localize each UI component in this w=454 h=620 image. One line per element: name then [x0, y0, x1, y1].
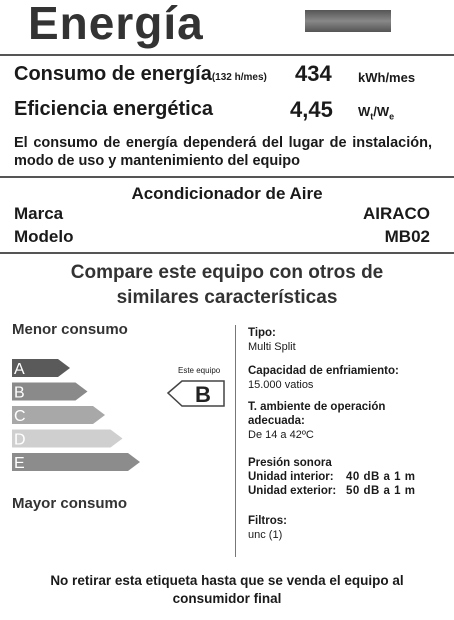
class-letter: C — [14, 408, 26, 425]
spec: Tipo: Multi Split — [248, 326, 438, 354]
efficiency-label: Eficiencia energética — [14, 98, 213, 120]
brand-label: Marca — [14, 204, 64, 223]
consumption-unit: kWh/mes — [358, 70, 416, 85]
spec-value: unc (1) — [248, 529, 283, 541]
class-arrow — [12, 406, 105, 424]
spec-row: Unidad interior: 40 dB a 1 m — [248, 470, 438, 484]
product: Acondicionador de Aire — [131, 184, 323, 203]
spec-label: T. ambiente de operación adecuada: — [248, 401, 386, 427]
unit-sub: t — [370, 111, 374, 122]
title: Energía — [28, 0, 204, 49]
footer: No retirar esta etiqueta hasta que se ve… — [50, 573, 404, 606]
spec: Presión sonora Unidad interior: 40 dB a 1 … — [248, 456, 438, 498]
spec: Capacidad de enfriamiento: 15.000 vatios — [248, 364, 438, 392]
class-letter: E — [14, 455, 25, 472]
class-letter: A — [14, 361, 25, 378]
divider — [0, 54, 454, 56]
spec: Filtros: unc (1) — [248, 514, 438, 542]
spec-label: Tipo: — [248, 327, 276, 339]
pointer-shape — [166, 380, 225, 407]
color-bar — [305, 10, 391, 32]
scale-top: Menor consumo — [12, 321, 128, 338]
spec-label: Filtros: — [248, 515, 287, 527]
model: MB02 — [384, 227, 430, 246]
model-label: Modelo — [14, 227, 74, 246]
consumption-hours: (132 h/mes) — [211, 72, 267, 83]
class-letter: B — [14, 385, 25, 402]
class-arrow — [12, 429, 123, 448]
class-arrow — [12, 453, 140, 471]
spec-value: Multi Split — [248, 341, 296, 353]
consumption-label: Consumo de energía(132 h/mes) — [14, 63, 267, 86]
spec-label: Capacidad de enfriamiento: — [248, 365, 399, 377]
spec-label: Presión sonora — [248, 457, 332, 469]
class-letter: D — [14, 432, 26, 449]
efficiency-value: 4,45 — [290, 97, 333, 122]
note: El consumo de energía dependerá del luga… — [14, 135, 432, 169]
separator — [235, 325, 236, 557]
unit-part: W — [358, 104, 371, 119]
brand: AIRACO — [362, 204, 430, 223]
compare: Compare este equipo con otros de similar… — [70, 262, 384, 308]
class-arrow — [12, 359, 70, 377]
spec-value: 15.000 vatios — [248, 379, 314, 391]
efficiency-unit: Wt/We — [358, 104, 394, 122]
spec-row-value: 40 dB a 1 m — [346, 471, 416, 483]
pointer: B — [166, 380, 225, 407]
pointer-label: Este equipo — [178, 366, 221, 375]
spec-row-label: Unidad interior: — [248, 471, 334, 483]
spec: T. ambiente de operación adecuada: De 14 … — [248, 400, 438, 442]
pointer-class: B — [195, 382, 211, 407]
unit-sub: e — [389, 111, 395, 122]
divider — [0, 176, 454, 178]
spec-row-value: 50 dB a 1 m — [346, 485, 416, 497]
consumption-title: Consumo de energía — [14, 63, 212, 85]
spec-row-label: Unidad exterior: — [248, 485, 337, 497]
spec-value: De 14 a 42ºC — [248, 429, 314, 441]
unit-part: /W — [373, 104, 390, 119]
consumption-value: 434 — [295, 61, 332, 86]
spec-row: Unidad exterior: 50 dB a 1 m — [248, 484, 438, 498]
class-arrow — [12, 382, 88, 401]
scale-bottom: Mayor consumo — [12, 495, 128, 512]
divider — [0, 252, 454, 254]
